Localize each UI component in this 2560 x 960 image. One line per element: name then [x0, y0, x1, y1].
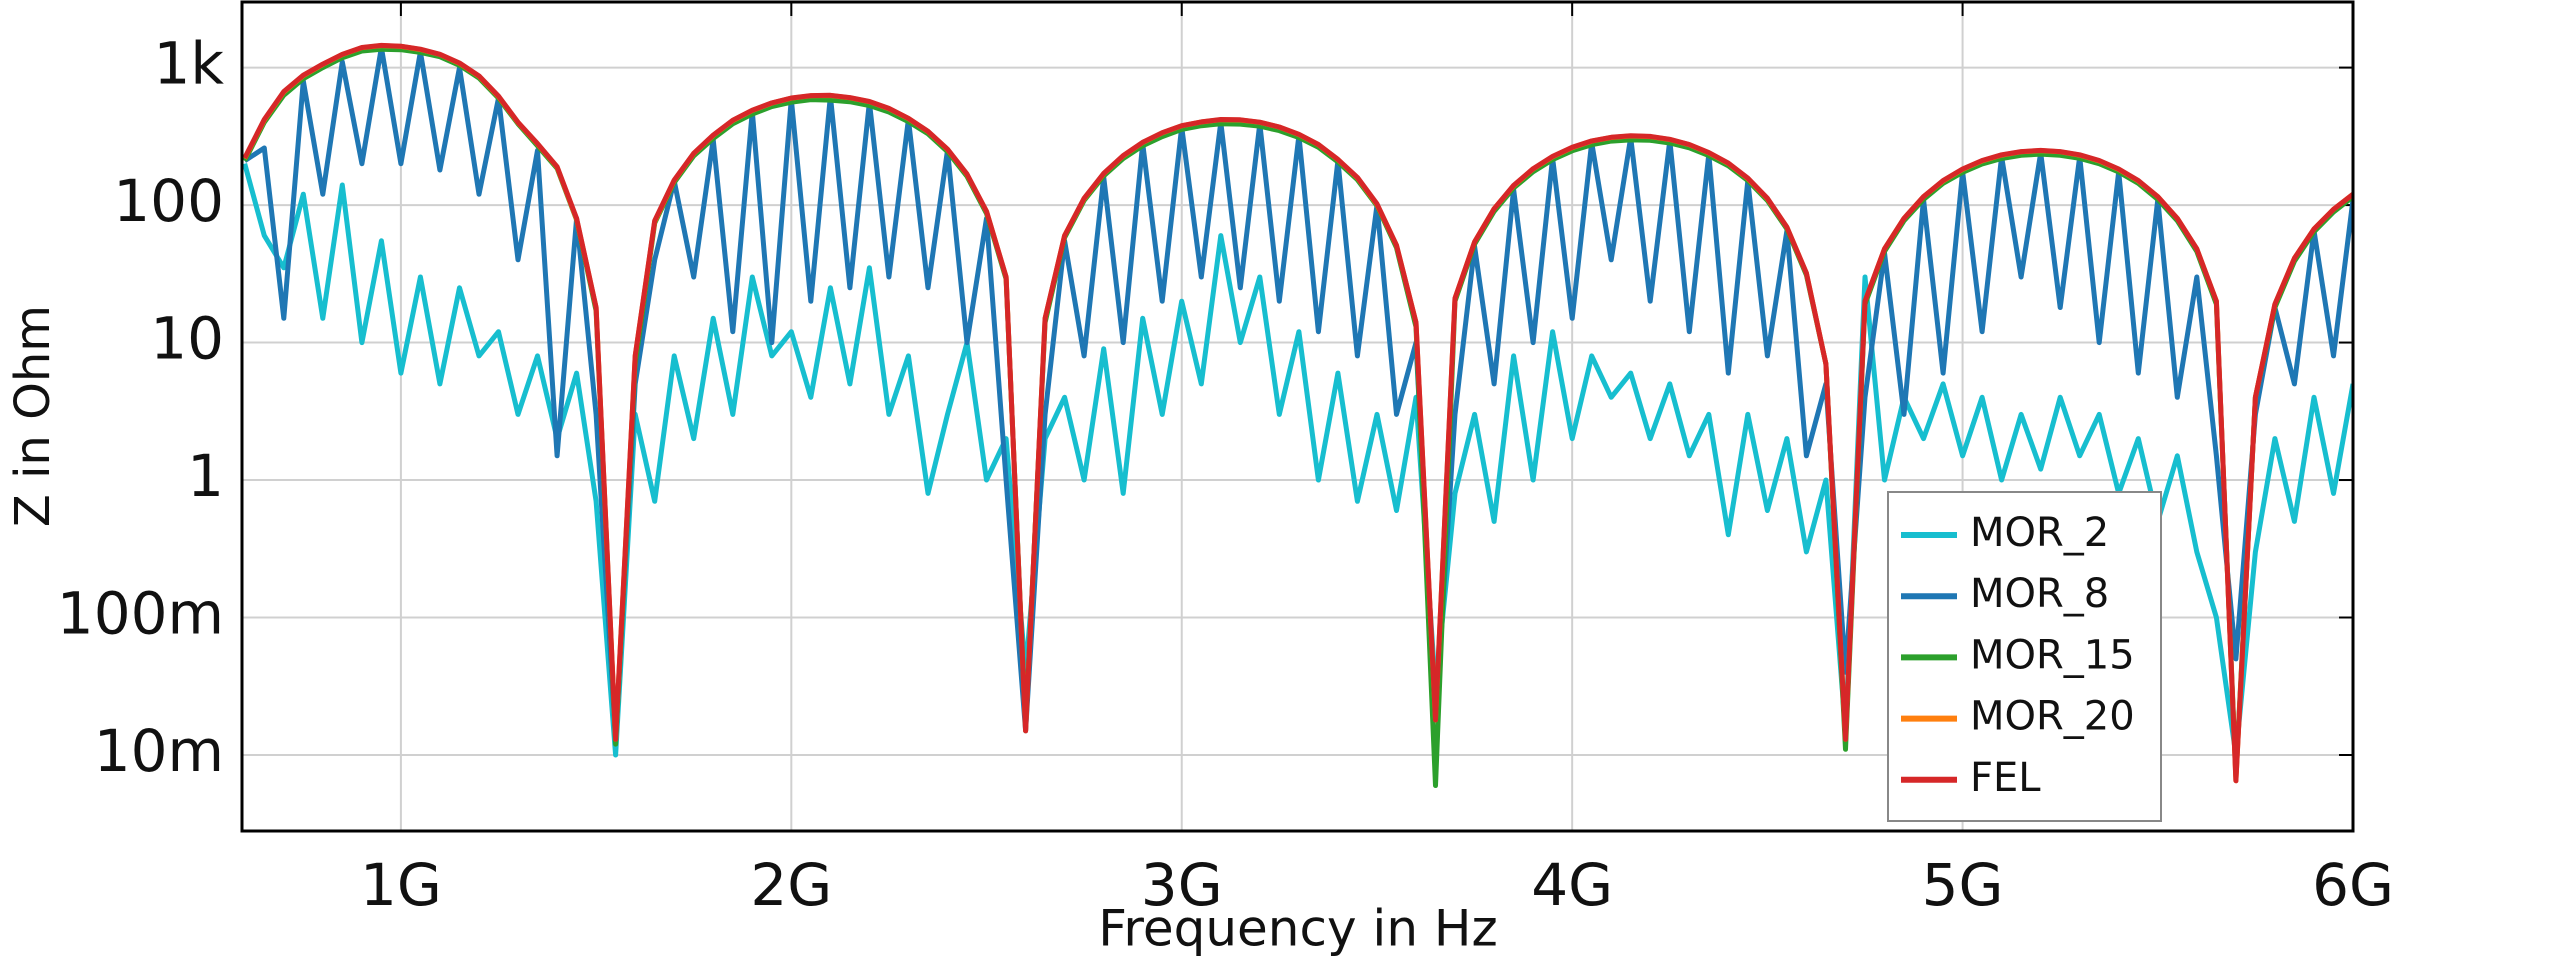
plot-frame	[240, 0, 2355, 833]
x-tick-label: 6G	[2312, 851, 2394, 919]
x-tick-label: 4G	[1531, 851, 1613, 919]
y-tick-label: 10m	[94, 717, 224, 785]
legend-label: MOR_8	[1970, 571, 2109, 617]
legend: MOR_2 MOR_8 MOR_15 MOR_20 FEL	[1887, 491, 2162, 822]
legend-label: MOR_15	[1970, 632, 2135, 678]
legend-label: MOR_2	[1970, 510, 2109, 556]
y-tick-label: 1k	[154, 30, 225, 98]
x-axis-label: Frequency in Hz	[1098, 900, 1498, 958]
y-axis-label: Z in Ohm	[5, 305, 61, 527]
y-tick-label: 100m	[57, 580, 224, 648]
tick-labels: 10m 100m 1 10 100 1k 1G 2G 3G 4G 5G 6G	[57, 30, 2394, 919]
y-tick-label: 1	[187, 442, 224, 510]
legend-label: FEL	[1970, 755, 2041, 801]
y-tick-label: 100	[113, 167, 224, 235]
x-tick-label: 5G	[1922, 851, 2004, 919]
x-tick-label: 1G	[360, 851, 442, 919]
series-line	[242, 163, 2353, 758]
legend-label: MOR_20	[1970, 694, 2135, 740]
x-tick-label: 2G	[750, 851, 832, 919]
y-tick-label: 10	[150, 305, 224, 373]
grid	[242, 2, 2354, 831]
plot-lines	[242, 42, 2353, 788]
x-tick-label: 3G	[1141, 851, 1223, 919]
series-line	[242, 42, 2353, 784]
